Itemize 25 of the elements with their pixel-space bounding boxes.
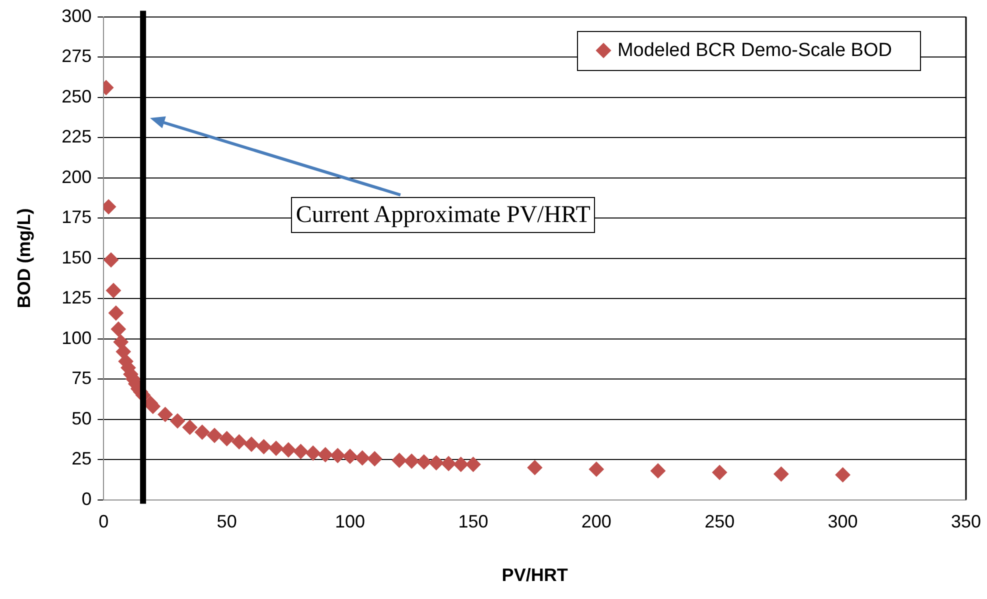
y-tick-label: 125 <box>62 288 92 308</box>
y-tick-label: 200 <box>62 166 92 187</box>
x-tick-label: 350 <box>950 512 982 532</box>
x-tick-label: 300 <box>828 512 858 532</box>
y-tick-label: 300 <box>62 6 92 26</box>
x-tick-label: 50 <box>216 512 237 532</box>
y-tick-label: 100 <box>62 328 92 348</box>
y-tick-label: 150 <box>62 247 92 268</box>
y-tick-label: 0 <box>82 488 92 509</box>
x-tick-label: 250 <box>704 512 735 532</box>
y-tick-label: 250 <box>62 86 92 106</box>
y-tick-label: 50 <box>72 408 92 428</box>
legend-label: Modeled BCR Demo-Scale BOD <box>617 40 892 62</box>
x-axis-title: PV/HRT <box>502 565 568 586</box>
x-tick-label: 0 <box>98 512 109 532</box>
y-tick-label: 275 <box>62 46 92 66</box>
y-tick-label: 75 <box>72 368 92 388</box>
x-tick-label: 150 <box>458 512 488 532</box>
y-tick-label: 25 <box>72 448 92 469</box>
y-tick-label: 225 <box>62 126 92 147</box>
annotation: Current Approximate PV/HRT <box>290 197 596 234</box>
x-tick-label: 200 <box>581 512 612 532</box>
x-tick-label: 100 <box>334 512 366 532</box>
y-axis-title: BOD (mg/L) <box>14 208 34 308</box>
y-tick-label: 175 <box>62 207 92 228</box>
